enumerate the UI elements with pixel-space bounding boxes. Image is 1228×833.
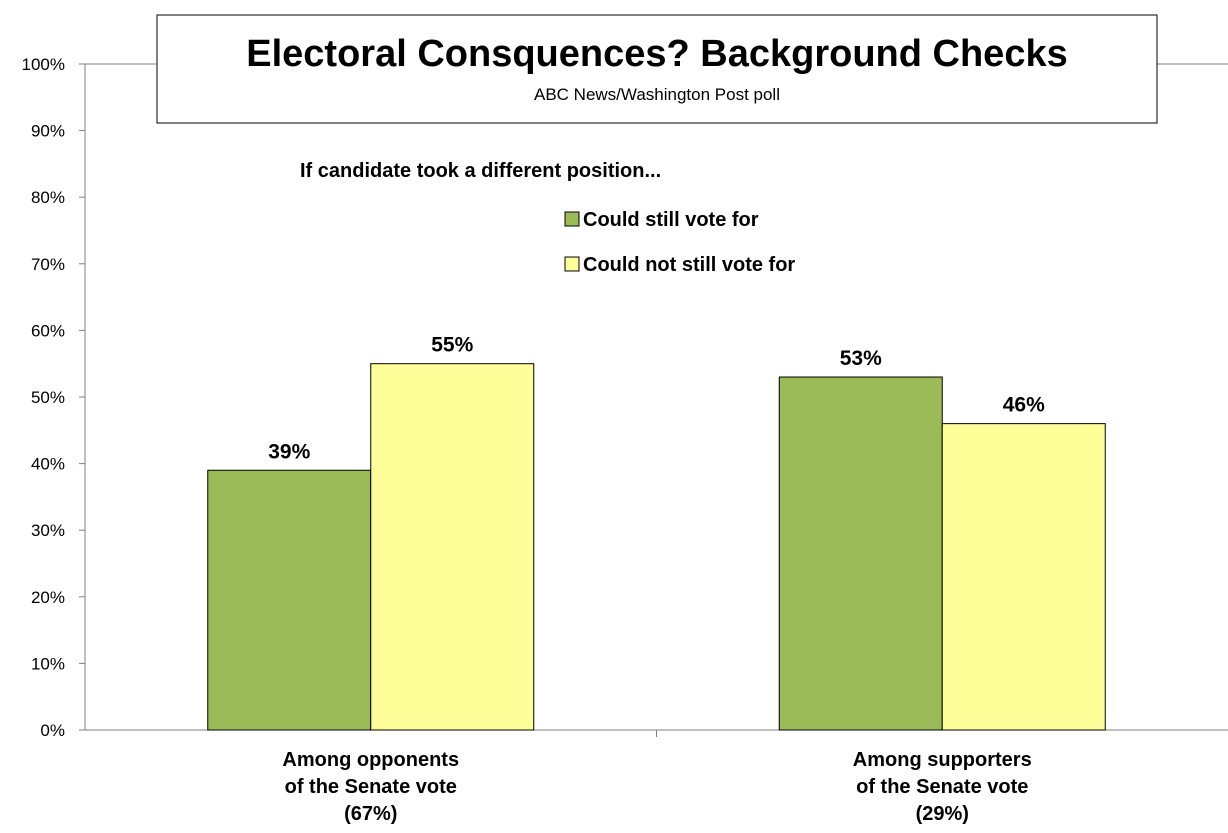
bar-group: [207, 363, 1106, 731]
legend-swatch: [564, 256, 580, 272]
y-tick-label: 50%: [31, 388, 65, 407]
legend-swatch: [564, 211, 580, 227]
data-label-group: 39% 55% 53% 46%: [268, 334, 1045, 464]
y-tick-group: 0% 10% 20% 30% 40% 50% 60% 70% 80% 90% 100%: [22, 55, 85, 740]
y-tick-label: 100%: [22, 55, 65, 74]
title-box: Electoral Consquences? Background Checks…: [156, 14, 1158, 124]
y-tick-label: 80%: [31, 188, 65, 207]
category-label: (29%): [916, 803, 969, 825]
y-tick-label: 60%: [31, 321, 65, 340]
y-tick-label: 20%: [31, 588, 65, 607]
y-tick-label: 90%: [31, 122, 65, 141]
category-label: of the Senate vote: [856, 776, 1028, 798]
y-tick-label: 40%: [31, 455, 65, 474]
data-label: 46%: [1003, 394, 1045, 417]
data-label: 55%: [431, 334, 473, 357]
chart-subtitle: ABC News/Washington Post poll: [534, 85, 780, 104]
data-label: 39%: [268, 440, 310, 463]
legend-items: Could still vote for Could not still vote…: [564, 209, 795, 276]
category-label: (67%): [344, 803, 397, 825]
bar-could-not-still-vote-for: [941, 423, 1106, 731]
category-label: of the Senate vote: [285, 776, 457, 798]
y-tick-label: 70%: [31, 255, 65, 274]
bar-could-not-still-vote-for: [370, 363, 535, 731]
chart-title: Electoral Consquences? Background Checks: [246, 33, 1067, 75]
legend-title: If candidate took a different position..…: [300, 160, 661, 182]
y-tick-label: 10%: [31, 654, 65, 673]
data-label: 53%: [840, 347, 882, 370]
legend: If candidate took a different position..…: [300, 160, 795, 276]
bar-could-still-vote-for: [778, 376, 943, 731]
legend-label: Could still vote for: [583, 209, 759, 231]
category-label: Among opponents: [282, 749, 459, 771]
y-tick-label: 0%: [40, 721, 65, 740]
category-label-group: Among opponents of the Senate vote (67%) Am…: [282, 749, 1031, 825]
category-label: Among supporters: [853, 749, 1032, 771]
y-tick-label: 30%: [31, 521, 65, 540]
title-box-frame: [156, 14, 1158, 124]
legend-label: Could not still vote for: [583, 254, 795, 276]
bar-could-still-vote-for: [207, 469, 372, 731]
